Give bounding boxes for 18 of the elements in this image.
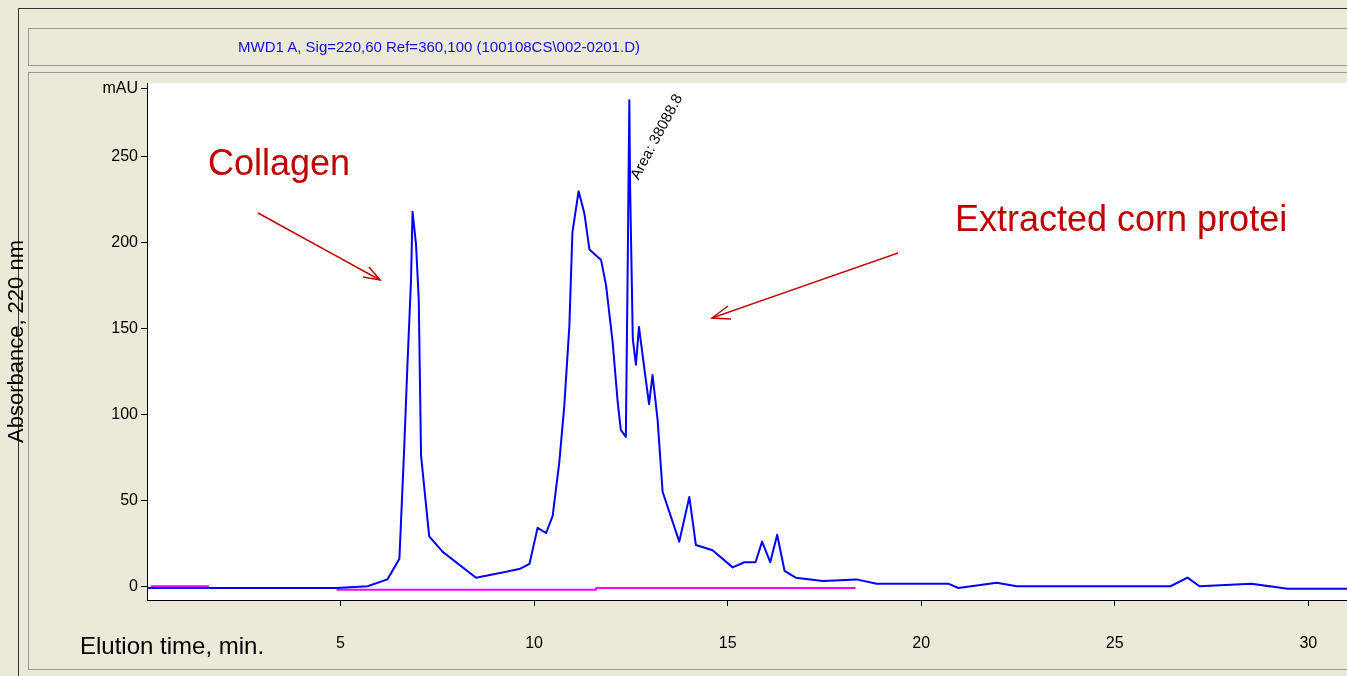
y-tick-label: 250 <box>111 147 139 165</box>
x-tick-label: 10 <box>525 634 544 652</box>
y-tick-label: 50 <box>120 490 139 508</box>
x-tick-label: 15 <box>718 634 737 652</box>
y-tick-label: 100 <box>111 404 139 422</box>
y-tick-label: mAU <box>102 78 138 96</box>
annotation: Extracted corn protei <box>955 198 1288 240</box>
x-tick-label: 25 <box>1105 634 1124 652</box>
x-tick-label: 30 <box>1299 634 1318 652</box>
y-tick-label: 150 <box>111 319 139 337</box>
chart-title: MWD1 A, Sig=220,60 Ref=360,100 (100108CS\002-0201.D) <box>237 38 641 55</box>
x-tick-label: 20 <box>912 634 931 652</box>
x-axis-title: Elution time, min. <box>80 632 265 660</box>
x-tick-label: 5 <box>336 634 346 652</box>
annotation: Collagen <box>208 142 351 184</box>
y-axis-title: Absorbance, 220 nm <box>3 239 29 444</box>
y-tick-label: 0 <box>129 576 139 594</box>
y-tick-label: 200 <box>111 233 139 251</box>
